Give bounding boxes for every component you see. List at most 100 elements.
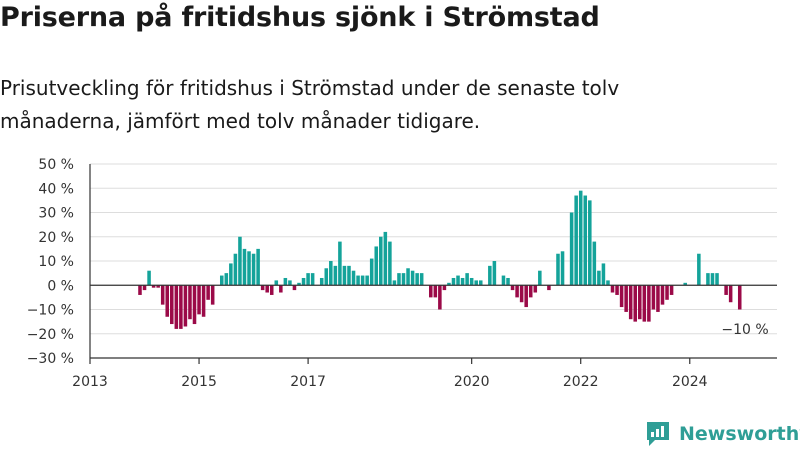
bar <box>501 275 506 286</box>
bar <box>206 285 210 300</box>
bar <box>156 285 160 288</box>
bar <box>610 285 615 293</box>
bar <box>170 285 174 325</box>
axes <box>89 164 777 359</box>
bar <box>274 280 279 286</box>
bar <box>197 285 201 315</box>
bar <box>478 280 483 286</box>
bar <box>442 285 447 291</box>
bar <box>351 270 356 286</box>
bar <box>165 285 170 317</box>
bar <box>415 273 419 286</box>
bar <box>310 273 315 286</box>
bar <box>533 285 538 293</box>
bar <box>342 265 347 286</box>
bar <box>737 285 742 310</box>
bar <box>638 285 642 320</box>
y-tick-label: 10 % <box>38 254 74 270</box>
bar <box>469 277 474 286</box>
x-tick-label: 2020 <box>454 374 490 390</box>
x-tick-label: 2015 <box>181 374 217 390</box>
bar <box>329 261 333 286</box>
newsworthy-logo-icon <box>647 422 669 446</box>
y-tick-label: 50 % <box>38 157 74 173</box>
bar <box>201 285 206 317</box>
bar <box>574 195 578 286</box>
bar <box>524 285 528 308</box>
bar <box>288 280 292 286</box>
bar <box>456 275 460 286</box>
y-tick-label: −20 % <box>27 327 74 343</box>
bar <box>465 273 469 286</box>
bar <box>210 285 215 305</box>
y-tick-label: 0 % <box>47 278 74 294</box>
bar <box>388 241 392 286</box>
y-tick-label: −10 % <box>27 303 74 319</box>
bar <box>633 285 638 322</box>
newsworthy-brand[interactable]: Newsworthy <box>645 420 800 448</box>
bar <box>560 251 565 286</box>
bar <box>179 285 183 329</box>
bar <box>301 277 306 286</box>
chart-subtitle: Prisutveckling för fritidshus i Strömsta… <box>0 76 620 133</box>
bar <box>365 275 369 286</box>
bar <box>338 241 342 286</box>
bar <box>669 285 674 295</box>
bar <box>419 273 424 286</box>
bar <box>728 285 733 303</box>
bar <box>642 285 647 322</box>
bar <box>324 268 329 286</box>
chart-title: Priserna på fritidshus sjönk i Strömstad <box>0 2 600 33</box>
bar <box>392 280 397 286</box>
bar <box>147 270 151 286</box>
bar <box>506 277 510 286</box>
bar <box>433 285 438 298</box>
bar <box>260 285 265 291</box>
bar <box>283 277 288 286</box>
bar <box>374 246 379 286</box>
bar <box>369 258 374 286</box>
bar <box>383 231 388 286</box>
bar <box>188 285 192 320</box>
bar <box>578 190 583 286</box>
y-tick-label: 40 % <box>38 181 74 197</box>
bar <box>656 285 660 312</box>
y-tick-label: 30 % <box>38 206 74 222</box>
bar <box>242 248 247 286</box>
bar <box>492 261 497 286</box>
bar <box>151 285 156 288</box>
bar <box>724 285 728 295</box>
bar <box>447 282 451 286</box>
bar <box>360 275 365 286</box>
x-tick-label: 2013 <box>72 374 108 390</box>
bar <box>229 263 233 286</box>
y-axis-ticks: 50 % 40 % 30 % 20 % 10 % 0 % −10 % −20 % −30 % <box>27 157 74 367</box>
bar <box>569 212 574 286</box>
bar <box>192 285 197 325</box>
y-tick-label: −30 % <box>27 351 74 367</box>
bar <box>597 270 601 286</box>
bar <box>333 265 338 286</box>
x-tick-label: 2024 <box>672 374 708 390</box>
bar <box>379 236 383 286</box>
bar <box>460 277 465 286</box>
bar <box>347 265 351 286</box>
bar <box>224 273 229 286</box>
bar <box>660 285 665 305</box>
bar <box>583 195 588 286</box>
bar <box>256 248 260 286</box>
bar <box>397 273 401 286</box>
bar <box>665 285 669 300</box>
bar <box>451 277 456 286</box>
bar <box>474 280 478 286</box>
bar <box>488 265 492 286</box>
bar <box>515 285 519 298</box>
bar <box>238 236 242 286</box>
end-value-label: −10 % <box>721 322 768 338</box>
bar <box>615 285 619 295</box>
bar <box>138 285 142 295</box>
bar <box>251 253 256 286</box>
bar <box>556 253 560 286</box>
bar <box>233 253 238 286</box>
bar <box>269 285 274 295</box>
